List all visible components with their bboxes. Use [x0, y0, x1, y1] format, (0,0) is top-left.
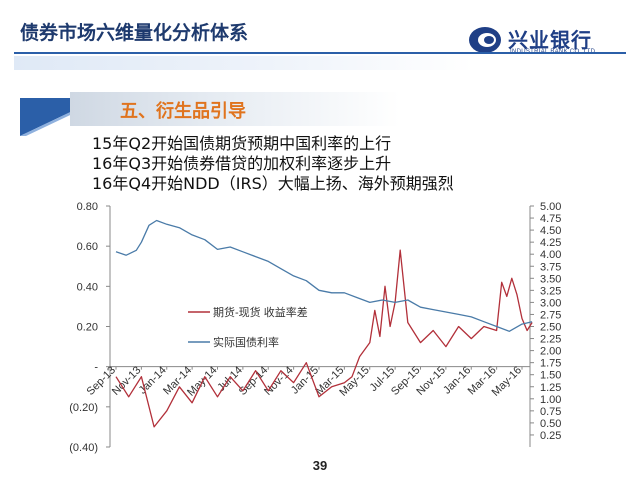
left-y-tick-label: 0.40 — [77, 281, 98, 293]
dual-axis-line-chart: (0.40) (0.20) - 0.20 0.40 0.60 0.80 0.250.500.7… — [69, 201, 561, 454]
right-y-tick-label: 2.00 — [540, 346, 561, 358]
right-y-tick-label: 1.75 — [540, 358, 561, 370]
summary-list: 15年Q2开始国债期货预期中国利率的上行 16年Q3开始债券借贷的加权利率逐步上… — [92, 134, 454, 194]
left-y-tick-label: - — [94, 362, 98, 374]
section-heading: 五、衍生品引导 — [120, 101, 246, 122]
right-y-tick-label: 5.00 — [540, 201, 561, 213]
left-y-tick-label: (0.40) — [69, 442, 98, 454]
header-gradient-band — [14, 56, 474, 70]
right-y-tick-label: 1.50 — [540, 370, 561, 382]
right-y-tick-label: 0.75 — [540, 406, 561, 418]
right-y-tick-label: 3.00 — [540, 297, 561, 309]
right-y-tick-label: 1.00 — [540, 394, 561, 406]
right-y-tick-label: 2.75 — [540, 309, 561, 321]
right-y-tick-label: 0.25 — [540, 430, 561, 442]
x-tick-label: Nov-15 — [414, 364, 448, 398]
right-y-tick-label: 4.75 — [540, 213, 561, 225]
right-y-tick-label: 3.50 — [540, 273, 561, 285]
summary-line: 15年Q2开始国债期货预期中国利率的上行 — [92, 134, 392, 153]
bank-logo-mark-icon — [469, 27, 501, 53]
left-y-tick-label: 0.20 — [77, 322, 98, 334]
spread-series-line — [115, 249, 533, 428]
right-y-tick-label: 4.00 — [540, 249, 561, 261]
summary-line: 16年Q3开始债券借贷的加权利率逐步上升 — [92, 154, 392, 173]
logo-text-cn: 兴业银行 — [508, 28, 592, 52]
right-y-tick-label: 4.25 — [540, 237, 561, 249]
right-y-tick-label: 1.25 — [540, 382, 561, 394]
legend-label: 期货-现货 收益率差 — [213, 305, 308, 319]
right-y-tick-label: 2.50 — [540, 322, 561, 334]
x-tick-label: Nov-14 — [262, 364, 296, 398]
yield-series-line — [115, 219, 533, 332]
header-divider — [14, 52, 626, 54]
page-number: 39 — [312, 458, 328, 473]
left-y-tick-label: 0.80 — [77, 201, 98, 213]
legend-label: 实际国债利率 — [213, 335, 279, 349]
right-y-tick-label: 3.25 — [540, 285, 561, 297]
right-y-tick-label: 2.25 — [540, 334, 561, 346]
right-y-tick-label: 3.75 — [540, 261, 561, 273]
right-y-tick-label: 4.50 — [540, 225, 561, 237]
left-y-tick-label: (0.20) — [69, 402, 98, 414]
right-y-tick-label: 0.50 — [540, 418, 561, 430]
bank-logo: 兴业银行 INDUSTRIAL BANK CO.,LTD. — [468, 22, 628, 62]
summary-line: 16年Q4开始NDD（IRS）大幅上扬、海外预期强烈 — [92, 174, 454, 193]
slide-title: 债券市场六维量化分析体系 — [20, 22, 249, 44]
left-y-tick-label: 0.60 — [77, 241, 98, 253]
section-band — [70, 92, 400, 126]
